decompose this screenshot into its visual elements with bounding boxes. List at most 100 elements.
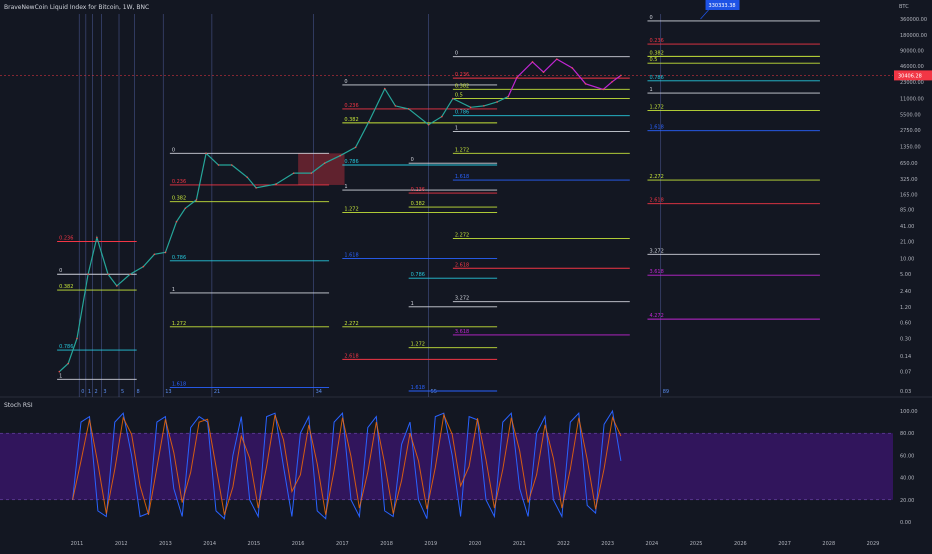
y-tick-label: 0.14 — [900, 354, 911, 360]
x-tick-label: 2013 — [159, 541, 172, 547]
top-target-pointer — [700, 9, 709, 20]
x-tick-label: 2017 — [336, 541, 349, 547]
price-point — [611, 80, 613, 83]
price-point — [292, 172, 295, 174]
fib-level-label: 0.382 — [344, 117, 358, 123]
fib-level-label: 0.786 — [411, 272, 425, 278]
y-tick-label: 1.20 — [900, 305, 911, 311]
fib-time-label: 21 — [214, 389, 220, 395]
x-tick-label: 2015 — [248, 541, 261, 547]
fib-level-label: 0 — [344, 79, 347, 85]
top-target-label: 330333.38 — [709, 3, 736, 9]
y-tick-label: 90000.00 — [900, 49, 924, 55]
price-point — [195, 199, 198, 201]
price-point — [96, 236, 98, 239]
price-point — [129, 273, 131, 276]
price-point — [217, 164, 220, 166]
fib-time-label: 1 — [88, 389, 91, 395]
fib-level-label: 0.786 — [172, 255, 186, 261]
price-point — [483, 105, 485, 107]
fib-level-label: 0.382 — [172, 196, 186, 202]
price-point — [142, 265, 145, 268]
price-point — [368, 120, 370, 123]
x-tick-label: 2020 — [469, 541, 482, 547]
fib-level-label: 1 — [411, 301, 414, 307]
y-tick-label: 5.00 — [900, 272, 911, 278]
rsi-y-tick-label: 0.00 — [900, 520, 911, 526]
fib-time-label: 89 — [663, 389, 669, 395]
price-point — [452, 97, 454, 100]
rsi-y-tick-label: 100.00 — [900, 409, 918, 415]
y-tick-label: 0.30 — [900, 336, 911, 342]
y-tick-label: 21.00 — [900, 239, 914, 245]
fib-level-label: 3.618 — [455, 329, 469, 335]
fib-time-label: 3 — [103, 389, 106, 395]
y-tick-label: 41.00 — [900, 224, 914, 230]
fib-level-label: 0.382 — [649, 50, 663, 56]
fib-level-label: 0 — [59, 268, 62, 274]
rsi-k-line — [72, 409, 622, 520]
rsi-title: Stoch RSI — [4, 402, 33, 409]
rsi-band — [0, 433, 893, 500]
fib-level-label: 0.786 — [344, 159, 358, 165]
fib-level-label: 2.618 — [649, 198, 663, 204]
fib-level-label: 1 — [344, 184, 347, 190]
y-tick-label: 46000.00 — [900, 64, 924, 70]
fib-level-label: 0.382 — [59, 284, 73, 290]
price-point — [441, 115, 443, 118]
fib-level-label: 1 — [455, 126, 458, 132]
y-tick-label: 0.60 — [900, 321, 911, 327]
price-point — [310, 172, 313, 174]
fib-level-label: 2.618 — [344, 353, 358, 359]
price-point — [383, 87, 386, 90]
fib-level-label: 1.618 — [411, 385, 425, 391]
x-tick-label: 2019 — [424, 541, 437, 547]
y-tick-label: 650.00 — [900, 161, 918, 167]
fib-level-label: 0 — [172, 147, 175, 153]
price-point — [164, 251, 167, 254]
fib-level-label: 0.5 — [455, 93, 463, 99]
fib-level-label: 0.786 — [59, 344, 73, 350]
price-line-recent — [507, 58, 622, 97]
fib-level-label: 2.272 — [455, 232, 469, 238]
price-point — [339, 154, 341, 157]
y-tick-label: 165.00 — [900, 192, 918, 198]
rsi-y-tick-label: 60.00 — [900, 453, 914, 459]
x-tick-label: 2014 — [203, 541, 216, 547]
fib-level-label: 1.272 — [172, 321, 186, 327]
rsi-d-line — [72, 413, 622, 515]
price-point — [255, 187, 257, 189]
fib-level-label: 1.272 — [344, 206, 358, 212]
fib-level-label: 0.236 — [455, 72, 469, 78]
fib-level-label: 0.786 — [649, 75, 663, 81]
fib-time-label: 5 — [121, 389, 124, 395]
x-tick-label: 2016 — [292, 541, 305, 547]
price-point — [469, 106, 472, 109]
x-tick-label: 2011 — [71, 541, 84, 547]
price-point — [571, 67, 574, 69]
fib-level-label: 1.618 — [344, 252, 358, 258]
price-point — [507, 95, 509, 98]
price-point — [246, 176, 249, 179]
x-tick-label: 2028 — [822, 541, 835, 547]
y-tick-label: 11000.00 — [900, 97, 924, 103]
fib-level-label: 1.618 — [649, 125, 663, 131]
fib-level-label: 0.786 — [455, 110, 469, 116]
rsi-y-tick-label: 40.00 — [900, 476, 914, 482]
x-tick-label: 2024 — [646, 541, 659, 547]
fib-level-label: 3.272 — [455, 296, 469, 302]
fib-time-label: 0 — [81, 389, 84, 395]
price-point — [230, 164, 233, 166]
fib-level-label: 2.272 — [344, 321, 358, 327]
price-point — [394, 105, 397, 107]
x-tick-label: 2027 — [778, 541, 791, 547]
price-point — [67, 362, 69, 365]
fib-level-label: 0.382 — [455, 83, 469, 89]
y-tick-label: 5500.00 — [900, 112, 921, 118]
x-tick-label: 2018 — [380, 541, 393, 547]
price-point — [175, 220, 178, 223]
fib-level-label: 4.272 — [649, 313, 663, 319]
fib-level-label: 0.236 — [649, 38, 663, 44]
